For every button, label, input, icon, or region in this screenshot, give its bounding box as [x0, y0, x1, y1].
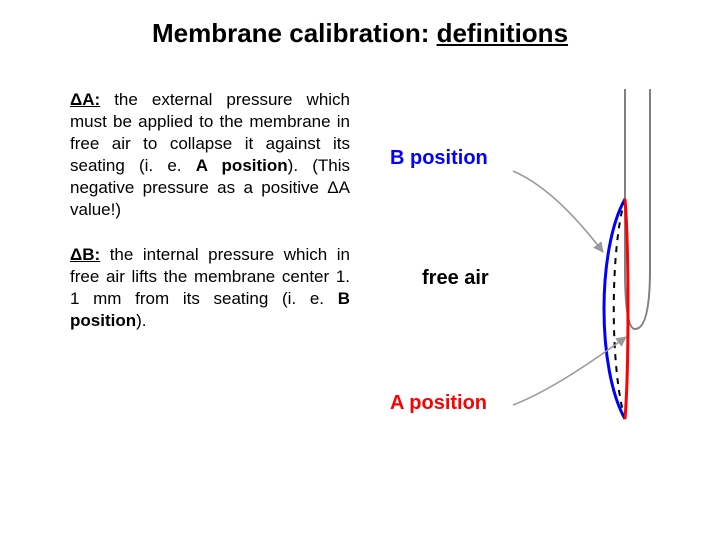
arrow-to-b	[513, 171, 603, 252]
b_position-label: B position	[390, 147, 488, 169]
free_air-label: free air	[422, 267, 489, 289]
diagram-panel: B position free air A position	[350, 89, 696, 554]
db-tail: ).	[136, 311, 146, 330]
title-underline: definitions	[437, 18, 568, 48]
page-title: Membrane calibration: definitions	[0, 0, 720, 49]
title-plain: Membrane calibration:	[152, 18, 437, 48]
body-row: ΔA: the external pressure which must be …	[0, 49, 720, 554]
db-label: ΔB:	[70, 245, 100, 264]
free-air-dashed	[614, 199, 625, 419]
a-position-curve	[625, 199, 628, 419]
definition-delta-b: ΔB: the internal pressure which in free …	[70, 244, 350, 332]
db-body: the internal pressure which in free air …	[70, 245, 350, 308]
da-label: ΔA:	[70, 90, 100, 109]
membrane-diagram: B position free air A position	[350, 89, 690, 549]
definitions-column: ΔA: the external pressure which must be …	[70, 89, 350, 554]
a_position-label: A position	[390, 392, 487, 414]
da-a-position: A position	[196, 156, 288, 175]
definition-delta-a: ΔA: the external pressure which must be …	[70, 89, 350, 222]
